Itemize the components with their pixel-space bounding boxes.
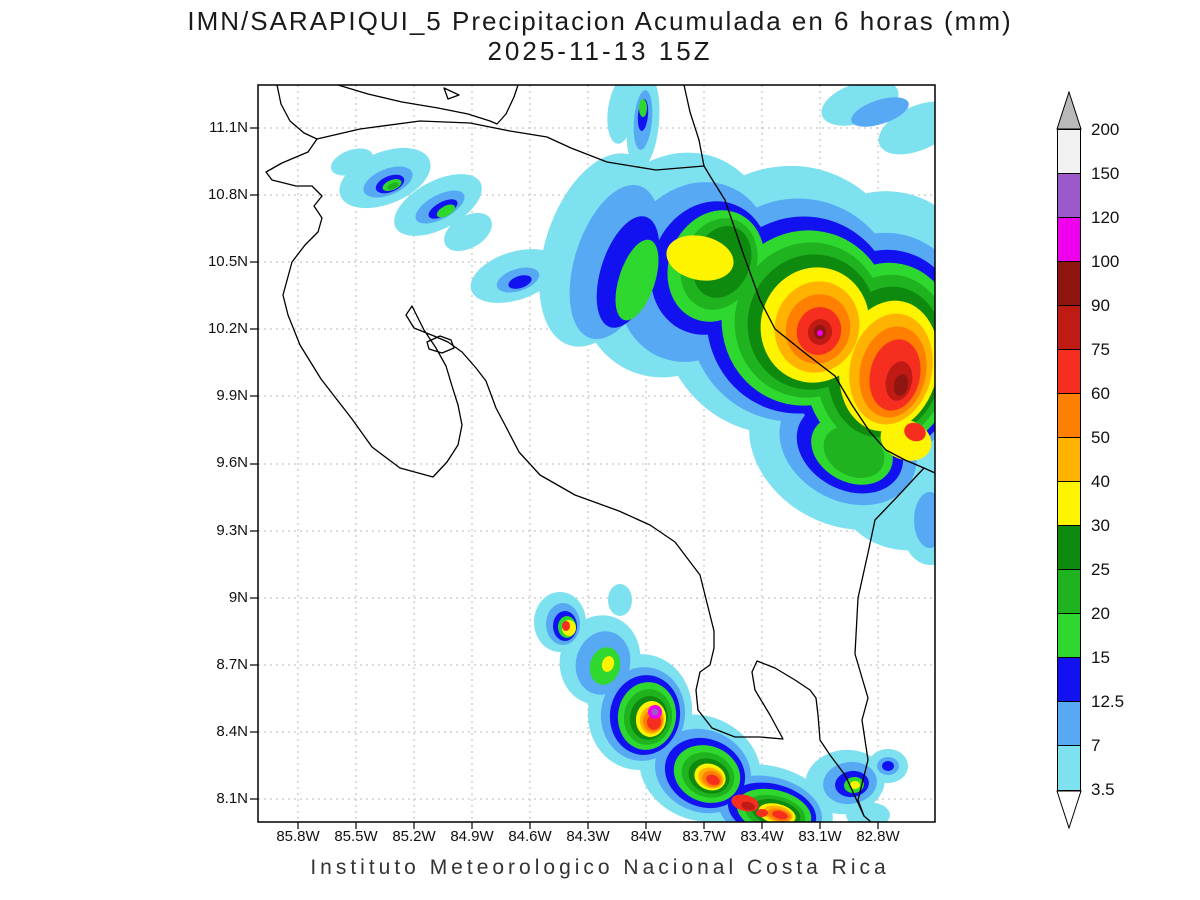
y-axis-label: 8.1N — [216, 790, 248, 807]
precipitation-field — [330, 85, 935, 822]
colorbar-segment — [1058, 746, 1080, 790]
colorbar-over-arrow — [1056, 91, 1082, 130]
colorbar-label: 25 — [1091, 560, 1110, 579]
x-axis-label: 84W — [630, 828, 662, 845]
x-axis-label: 84.6W — [508, 828, 552, 845]
y-axis-label: 11.1N — [209, 119, 248, 136]
x-axis-label: 83.1W — [798, 828, 842, 845]
colorbar-label: 200 — [1091, 120, 1120, 139]
colorbar-label: 100 — [1091, 252, 1120, 271]
colorbar-label: 90 — [1091, 296, 1110, 315]
colorbar-label: 15 — [1091, 648, 1110, 667]
colorbar-label: 30 — [1091, 516, 1110, 535]
colorbar-label: 20 — [1091, 604, 1110, 623]
colorbar-label: 50 — [1091, 428, 1110, 447]
colorbar-under-arrow — [1056, 790, 1082, 829]
chart-title-line2: 2025-11-13 15Z — [487, 36, 713, 66]
colorbar-segment — [1058, 306, 1080, 350]
coastline — [265, 85, 935, 822]
colorbar — [1057, 129, 1081, 791]
colorbar-label: 12.5 — [1091, 692, 1125, 711]
y-axis-label: 8.7N — [216, 656, 248, 673]
x-axis-label: 83.7W — [682, 828, 726, 845]
x-axis-label: 85.8W — [276, 828, 320, 845]
colorbar-segment — [1058, 482, 1080, 526]
chart-caption: Instituto Meteorologico Nacional Costa R… — [310, 856, 890, 879]
colorbar-label: 150 — [1091, 164, 1120, 183]
colorbar-label: 60 — [1091, 384, 1110, 403]
colorbar-segment — [1058, 438, 1080, 482]
plot-frame — [257, 84, 936, 823]
colorbar-segment — [1058, 174, 1080, 218]
y-axis-label: 9.9N — [216, 387, 248, 404]
level-120mm-layer — [651, 708, 659, 716]
y-axis-label: 10.8N — [207, 186, 248, 203]
colorbar-label: 40 — [1091, 472, 1110, 491]
colorbar-segment — [1058, 262, 1080, 306]
colorbar-segment — [1058, 350, 1080, 394]
x-axis-label: 84.9W — [450, 828, 494, 845]
colorbar-segment — [1058, 130, 1080, 174]
x-axis-label: 85.2W — [392, 828, 436, 845]
colorbar-segment — [1058, 526, 1080, 570]
y-axis-label: 9.3N — [216, 522, 248, 539]
colorbar-segment — [1058, 658, 1080, 702]
y-axis-label: 10.2N — [207, 320, 248, 337]
x-axis-label: 84.3W — [566, 828, 610, 845]
y-axis-label: 10.5N — [207, 253, 248, 270]
colorbar-label: 7 — [1091, 736, 1101, 755]
axis-ticks — [250, 127, 879, 829]
x-axis-label: 82.8W — [856, 828, 900, 845]
y-axis-label: 9N — [228, 589, 248, 606]
colorbar-label: 120 — [1091, 208, 1120, 227]
colorbar-segment — [1058, 394, 1080, 438]
colorbar-segment — [1058, 218, 1080, 262]
chart-title-line1: IMN/SARAPIQUI_5 Precipitacion Acumulada … — [187, 6, 1013, 36]
x-axis-label: 83.4W — [740, 828, 784, 845]
y-axis-label: 8.4N — [216, 723, 248, 740]
colorbar-segment — [1058, 614, 1080, 658]
colorbar-segment — [1058, 570, 1080, 614]
colorbar-label: 3.5 — [1091, 780, 1115, 799]
colorbar-label: 75 — [1091, 340, 1110, 359]
y-axis-label: 9.6N — [216, 454, 248, 471]
x-axis-label: 85.5W — [334, 828, 378, 845]
colorbar-segment — [1058, 702, 1080, 746]
